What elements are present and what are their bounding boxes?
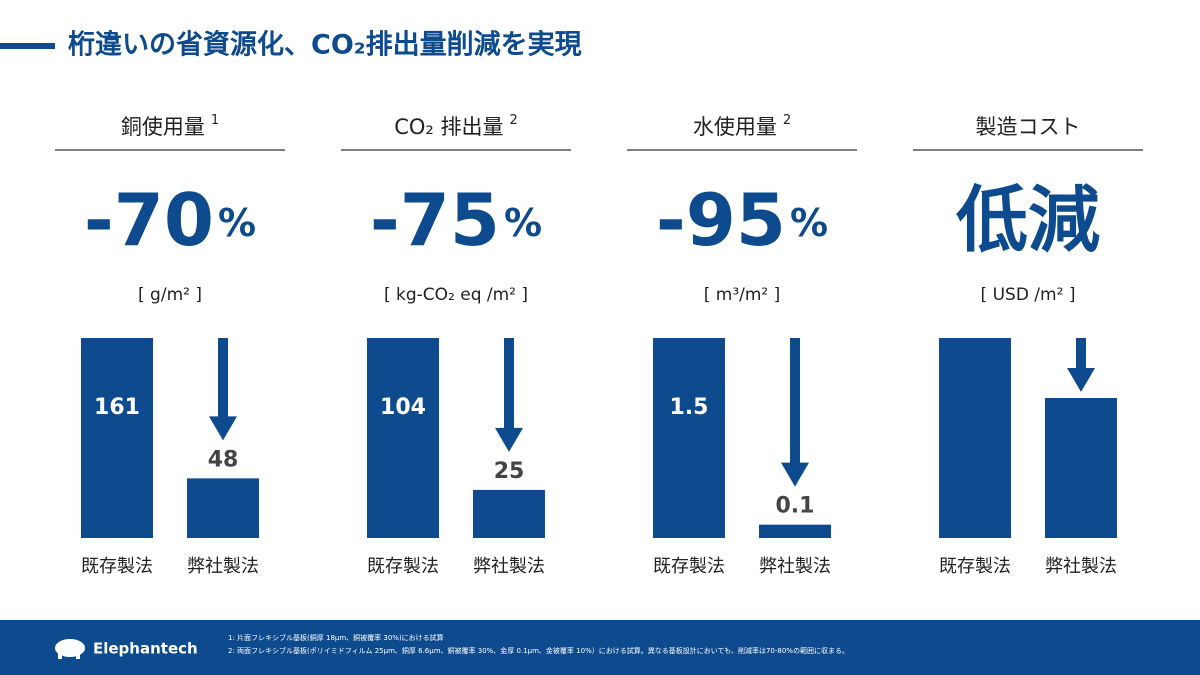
title-bar <box>0 43 55 49</box>
headline-number: -95 <box>656 178 786 262</box>
footnote: 1: 片面フレキシブル基板(銅厚 18μm、銅被覆率 30%)における試算 <box>228 633 444 642</box>
panel-title-text: 製造コスト <box>976 115 1081 139</box>
bar <box>653 338 725 538</box>
panel-title-text: CO₂ 排出量 <box>394 115 503 139</box>
arrow-shaft <box>218 338 228 419</box>
category-label: 既存製法 <box>81 556 153 577</box>
value-label: 161 <box>94 395 140 420</box>
footnote-ref: 1 <box>211 113 219 128</box>
value-label: 48 <box>208 447 239 472</box>
value-label: 104 <box>380 395 426 420</box>
footnote: 2: 両面フレキシブル基板(ポリイミドフィルム 25μm、銅厚 6.6μm、銅被… <box>228 646 849 655</box>
arrow-shaft <box>504 338 514 430</box>
headline-number: 低減 <box>956 178 1100 262</box>
category-label: 弊社製法 <box>1045 556 1117 577</box>
panel-title: CO₂ 排出量 2 <box>394 113 518 140</box>
headline: 低減 <box>956 178 1100 262</box>
category-label: 既存製法 <box>939 556 1011 577</box>
arrow-head <box>1067 368 1095 392</box>
category-label: 既存製法 <box>653 556 725 577</box>
bar <box>187 478 259 538</box>
unit-label: [ m³/m² ] <box>704 285 781 305</box>
panel-title: 銅使用量 1 <box>121 113 219 140</box>
value-label: 1.5 <box>670 395 709 420</box>
bar <box>473 489 545 538</box>
headline: -70% <box>84 178 256 262</box>
panel-title: 製造コスト <box>976 115 1081 139</box>
category-label: 弊社製法 <box>759 556 831 577</box>
unit-label: [ USD /m² ] <box>981 285 1076 305</box>
headline: -95% <box>656 178 828 262</box>
headline-number: -75 <box>370 178 500 262</box>
panel-title: 水使用量 2 <box>693 113 791 140</box>
category-label: 弊社製法 <box>473 556 545 577</box>
headline: -75% <box>370 178 542 262</box>
footnote-ref: 2 <box>510 113 518 128</box>
arrow-head <box>495 427 523 452</box>
category-label: 弊社製法 <box>187 556 259 577</box>
value-label: 25 <box>494 459 525 484</box>
headline-unit: % <box>504 201 542 245</box>
slide-title: 桁違いの省資源化、CO₂排出量削減を実現 <box>68 29 582 61</box>
footer <box>0 620 1200 675</box>
panel-title-text: 銅使用量 <box>121 115 205 139</box>
category-label: 既存製法 <box>367 556 439 577</box>
headline-unit: % <box>218 201 256 245</box>
bar <box>939 338 1011 538</box>
arrow-head <box>781 462 809 487</box>
logo-text: Elephantech <box>93 640 198 658</box>
footnote-ref: 2 <box>783 113 791 128</box>
headline-number: -70 <box>84 178 214 262</box>
arrow-head <box>209 416 237 441</box>
headline-unit: % <box>790 201 828 245</box>
unit-label: [ g/m² ] <box>138 285 202 305</box>
arrow-shaft <box>790 338 800 465</box>
bar <box>81 338 153 538</box>
unit-label: [ kg-CO₂ eq /m² ] <box>384 285 528 305</box>
bar <box>1045 398 1117 538</box>
arrow-shaft <box>1076 338 1086 370</box>
panel-title-text: 水使用量 <box>693 115 777 139</box>
logo-icon <box>55 639 85 659</box>
bar <box>367 338 439 538</box>
value-label: 0.1 <box>776 494 815 519</box>
bar <box>759 524 831 538</box>
